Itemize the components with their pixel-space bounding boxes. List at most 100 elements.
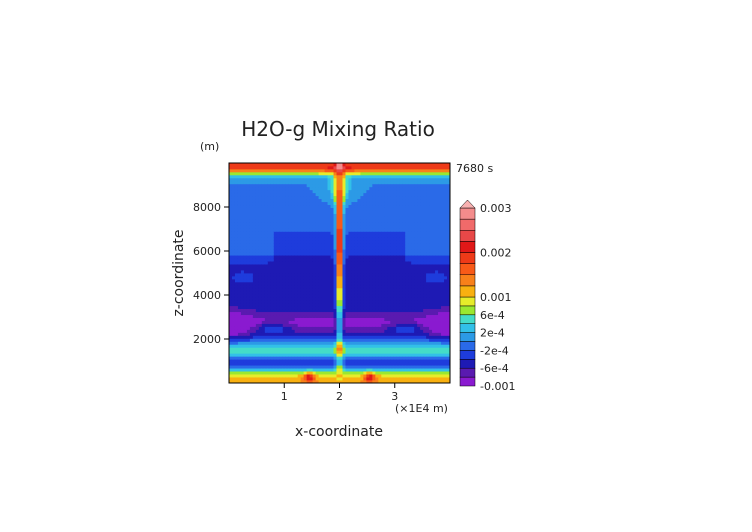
field-cell [229, 356, 233, 360]
field-cell [393, 320, 397, 324]
field-cell [273, 305, 278, 310]
field-cell [369, 287, 373, 292]
field-cell [276, 246, 281, 250]
field-cell [327, 293, 331, 298]
field-cell [402, 284, 406, 289]
field-cell [393, 225, 397, 229]
field-cell [297, 380, 302, 384]
field-cell [408, 213, 412, 217]
field-cell [309, 261, 314, 265]
field-cell [285, 225, 290, 229]
field-cell [363, 219, 367, 223]
field-cell [360, 323, 364, 327]
field-cell [336, 341, 340, 345]
field-cell [378, 281, 382, 286]
field-cell [240, 180, 245, 185]
field-cell [267, 237, 272, 241]
field-cell [240, 368, 245, 372]
field-cell [411, 359, 415, 363]
field-cell [396, 350, 400, 354]
field-cell [276, 299, 281, 304]
field-cell [249, 270, 254, 274]
field-cell [246, 192, 251, 197]
field-cell [249, 264, 254, 268]
field-cell [291, 281, 296, 286]
field-cell [423, 219, 427, 223]
field-cell [384, 261, 388, 265]
field-cell [261, 302, 266, 307]
field-cell [375, 299, 379, 304]
field-cell [273, 201, 278, 206]
field-cell [351, 243, 355, 247]
field-cell [267, 314, 272, 318]
field-cell [354, 281, 358, 286]
field-cell [252, 177, 257, 182]
field-cell [264, 350, 269, 354]
field-cell [282, 314, 287, 318]
field-cell [291, 290, 296, 295]
field-cell [243, 335, 248, 339]
field-cell [411, 270, 415, 274]
field-cell [327, 204, 331, 208]
field-cell [390, 237, 394, 241]
field-cell [354, 240, 358, 244]
field-cell [306, 374, 311, 378]
field-cell [294, 305, 299, 310]
field-cell [282, 356, 287, 360]
field-cell [249, 219, 254, 223]
field-cell [240, 222, 245, 226]
field-cell [369, 207, 373, 211]
field-cell [357, 302, 361, 307]
field-cell [297, 290, 302, 295]
field-cell [279, 243, 284, 247]
field-cell [261, 237, 266, 241]
field-cell [417, 213, 421, 217]
field-cell [267, 368, 272, 372]
field-cell [372, 377, 376, 381]
field-cell [414, 198, 418, 203]
field-cell [423, 270, 427, 274]
field-cell [306, 293, 311, 298]
field-cell [354, 335, 358, 339]
field-cell [333, 341, 337, 345]
field-cell [255, 219, 260, 223]
field-cell [426, 287, 430, 292]
field-cell [315, 207, 319, 211]
field-cell [270, 177, 275, 182]
field-cell [282, 353, 287, 357]
field-cell [306, 278, 311, 283]
field-cell [372, 353, 376, 357]
field-cell [381, 222, 385, 226]
field-cell [411, 234, 415, 238]
field-cell [387, 335, 391, 339]
field-cell [420, 362, 424, 366]
field-cell [417, 293, 421, 298]
field-cell [285, 344, 290, 348]
field-cell [312, 216, 317, 220]
field-cell [363, 359, 367, 363]
field-cell [354, 234, 358, 238]
field-cell [243, 326, 248, 330]
field-cell [357, 353, 361, 357]
field-cell [264, 243, 269, 247]
field-cell [399, 246, 403, 250]
field-cell [429, 374, 433, 378]
field-cell [309, 341, 314, 345]
field-cell [378, 252, 382, 256]
field-cell [318, 270, 322, 274]
field-cell [399, 216, 403, 220]
field-cell [303, 216, 308, 220]
field-cell [243, 255, 248, 259]
field-cell [420, 177, 424, 182]
field-cell [339, 186, 343, 191]
field-cell [372, 362, 376, 366]
field-cell [312, 261, 317, 265]
field-cell [378, 261, 382, 265]
field-cell [303, 249, 308, 253]
field-cell [366, 201, 370, 206]
field-cell [369, 219, 373, 223]
field-cell [285, 240, 290, 244]
field-cell [318, 243, 322, 247]
field-cell [348, 201, 352, 206]
field-cell [423, 240, 427, 244]
